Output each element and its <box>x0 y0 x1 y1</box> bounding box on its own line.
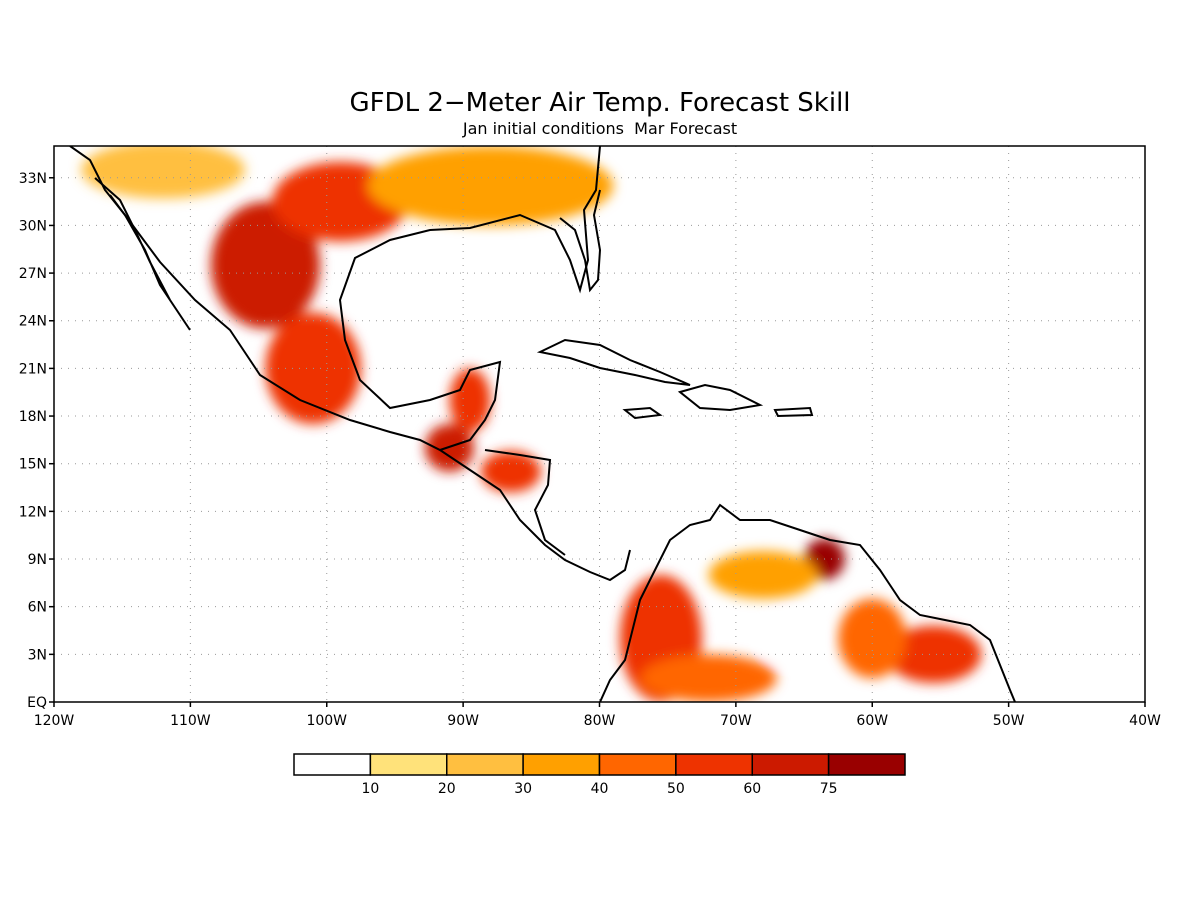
skill-region-venezuela-south-low <box>763 614 818 663</box>
skill-region-mexico-interior <box>210 201 320 329</box>
coastline-central-america <box>439 449 631 582</box>
color-scale-label: 40 <box>591 781 609 797</box>
skill-region-us-south <box>367 146 614 226</box>
lat-label: 12N <box>19 504 47 520</box>
lat-label: 18N <box>19 409 47 425</box>
skill-region-guianas <box>885 625 982 683</box>
color-scale-swatch <box>675 753 753 776</box>
skill-region-guyana <box>838 598 907 679</box>
lon-label: 60W <box>856 713 888 729</box>
latitude-labels: EQ 3N 6N 9N 12N 15N 18N 21N 24N 27N 30N 33N <box>19 171 54 711</box>
color-scale-label: 60 <box>743 781 761 797</box>
color-scale-label: 75 <box>820 781 838 797</box>
lat-label: 24N <box>19 314 47 330</box>
skill-region-amazon-north <box>640 654 777 702</box>
lat-label: 27N <box>19 266 47 282</box>
skill-region-yucatan <box>449 368 491 432</box>
lat-label: 15N <box>19 457 47 473</box>
longitude-labels: 120W 110W 100W 90W 80W 70W 60W 50W 40W <box>34 702 1161 729</box>
color-scale-label: 50 <box>667 781 685 797</box>
coastline-south-america <box>599 503 1016 702</box>
lon-label: 120W <box>34 713 75 729</box>
map-title: GFDL 2−Meter Air Temp. Forecast Skill <box>349 88 850 118</box>
color-scale-swatch <box>598 753 677 776</box>
color-scale-swatch <box>522 753 601 776</box>
lon-label: 40W <box>1129 713 1161 729</box>
map-frame <box>53 145 1146 703</box>
lat-label: 30N <box>19 218 47 234</box>
skill-region-venezuela-north <box>708 551 818 599</box>
skill-region-honduras <box>480 451 541 493</box>
color-scale-swatch <box>293 753 372 776</box>
lon-label: 110W <box>170 713 211 729</box>
grid-lines <box>54 146 1145 702</box>
color-scale-label: 20 <box>438 781 456 797</box>
color-scale-swatch <box>446 753 524 776</box>
coastline-cuba <box>536 338 691 386</box>
coastline-baja <box>94 177 191 331</box>
lon-label: 50W <box>993 713 1025 729</box>
lon-label: 70W <box>720 713 752 729</box>
color-scale-label: 10 <box>361 781 379 797</box>
lat-label: 3N <box>28 647 47 663</box>
lon-label: 90W <box>447 713 479 729</box>
lon-label: 80W <box>584 713 616 729</box>
coastlines <box>69 146 1016 702</box>
color-scale-labels: 10 20 30 40 50 60 75 <box>361 781 837 797</box>
coastline-gulf <box>69 146 601 452</box>
color-scale-label: 30 <box>514 781 532 797</box>
skill-fill-layer <box>81 146 982 702</box>
color-scale-legend <box>293 753 906 776</box>
color-scale-swatch <box>751 753 830 776</box>
coastline-florida <box>559 189 602 293</box>
skill-region-southwest-us <box>81 146 245 199</box>
lon-label: 100W <box>306 713 347 729</box>
coastline-puerto-rico <box>773 406 814 418</box>
lat-label: 9N <box>28 552 47 568</box>
color-scale-swatch <box>369 753 448 776</box>
coastline-hispaniola <box>677 383 764 412</box>
lat-label: 21N <box>19 361 47 377</box>
lat-label: 33N <box>19 171 47 187</box>
lat-label: EQ <box>27 695 47 711</box>
color-scale-swatch <box>827 753 906 776</box>
coastline-jamaica <box>622 406 663 420</box>
lat-label: 6N <box>28 600 47 616</box>
map-subtitle: Jan initial conditions Mar Forecast <box>462 119 737 138</box>
